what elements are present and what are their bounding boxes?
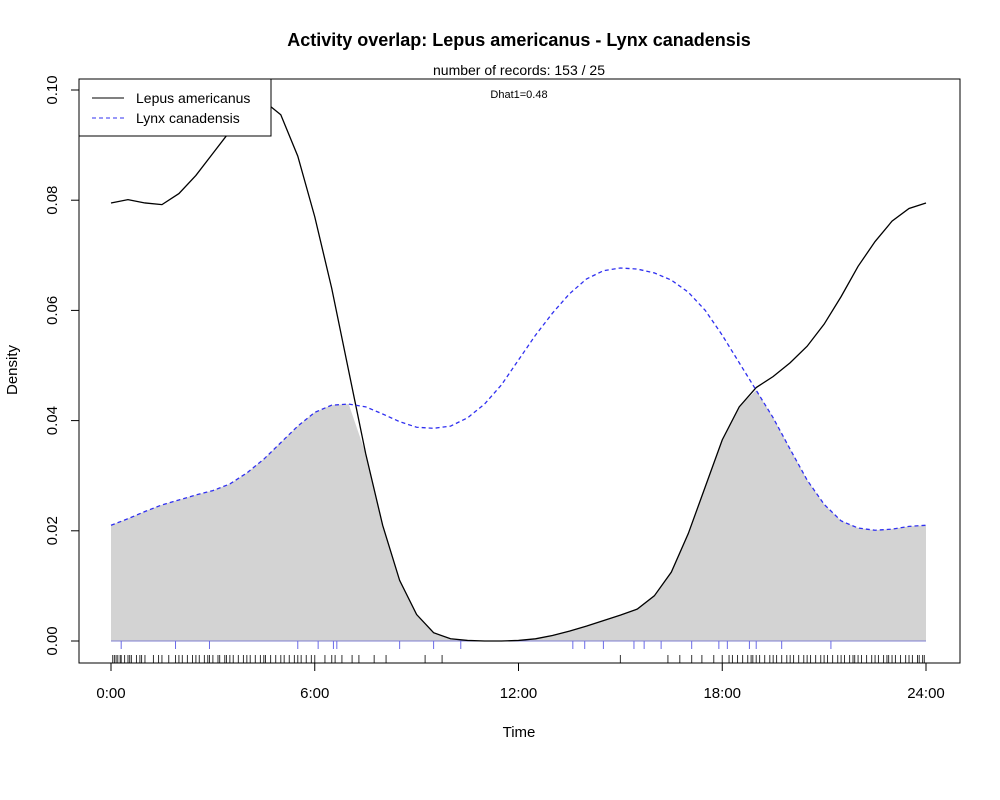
x-tick-label: 6:00 <box>300 685 329 702</box>
rug-marks-layer <box>112 641 925 663</box>
y-tick-label: 0.10 <box>44 75 61 104</box>
overlap-area <box>111 390 926 641</box>
y-axis: 0.00 0.02 0.04 0.06 0.08 0.10 <box>44 75 80 656</box>
legend-label-lepus: Lepus americanus <box>136 90 250 106</box>
x-axis: 0:00 6:00 12:00 18:00 24:00 <box>96 662 945 702</box>
y-tick-label: 0.06 <box>44 296 61 325</box>
x-tick-label: 12:00 <box>500 685 538 702</box>
y-tick-label: 0.02 <box>44 516 61 545</box>
x-tick-label: 0:00 <box>96 685 125 702</box>
x-tick-label: 24:00 <box>907 685 945 702</box>
legend: Lepus americanus Lynx canadensis <box>78 78 272 137</box>
overlap-area-layer <box>111 390 926 641</box>
y-tick-label: 0.04 <box>44 406 61 435</box>
overlap-coefficient-label: Dhat1=0.48 <box>490 89 547 101</box>
x-tick-label: 18:00 <box>703 685 741 702</box>
y-axis-label: Density <box>4 344 21 395</box>
y-tick-label: 0.00 <box>44 626 61 655</box>
y-tick-label: 0.08 <box>44 186 61 215</box>
chart-title: Activity overlap: Lepus americanus - Lyn… <box>287 30 751 50</box>
legend-label-lynx: Lynx canadensis <box>136 110 240 126</box>
x-axis-label: Time <box>503 724 536 741</box>
legend-box <box>78 78 272 137</box>
chart-subtitle: number of records: 153 / 25 <box>433 62 605 78</box>
